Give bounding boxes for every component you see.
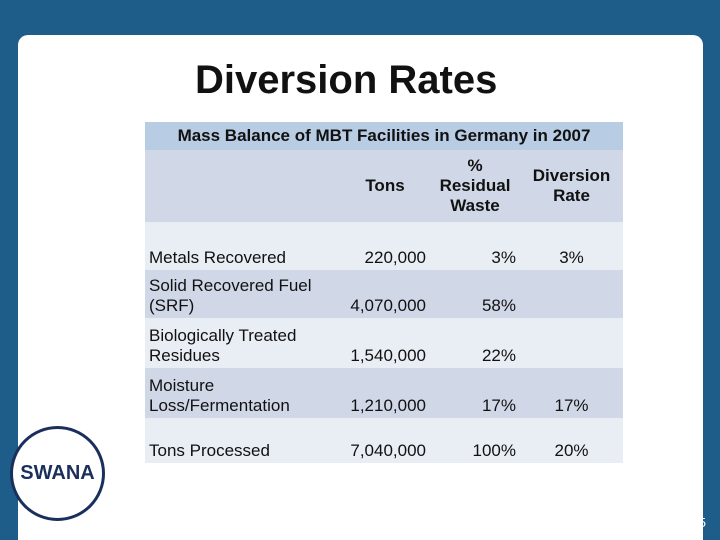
- table-cell: 7,040,000: [350, 441, 426, 460]
- table-cell: Solid Recovered Fuel (SRF): [149, 276, 312, 315]
- slide-title: Diversion Rates: [195, 58, 498, 102]
- table-row: Moisture Loss/Fermentation 1,210,000 17% 17…: [145, 368, 623, 418]
- table-cell: 220,000: [364, 248, 426, 267]
- table-cell: 3%: [559, 248, 584, 267]
- table-cell: 17%: [554, 396, 589, 415]
- table-cell: [520, 318, 623, 368]
- table-row: Solid Recovered Fuel (SRF) 4,070,000 58%: [145, 270, 623, 318]
- table-row: Biologically Treated Residues 1,540,000 22…: [145, 318, 623, 368]
- table-row: Tons % Residual Waste Diversion Rate: [145, 150, 623, 222]
- table-cell: 3%: [491, 248, 516, 267]
- table-cell: 100%: [472, 441, 516, 460]
- table-cell: 17%: [481, 396, 516, 415]
- table-cell: [145, 150, 340, 222]
- table-cell: 58%: [481, 296, 516, 315]
- table: Mass Balance of MBT Facilities in German…: [145, 122, 623, 463]
- table-row: Tons Processed 7,040,000 100% 20%: [145, 418, 623, 463]
- table-cell: Tons Processed: [149, 441, 270, 460]
- table-cell: 1,540,000: [350, 346, 426, 365]
- logo: SWANA: [10, 426, 105, 521]
- table-cell: 20%: [554, 441, 589, 460]
- table-cell: 4,070,000: [350, 296, 426, 315]
- table-cell: Metals Recovered: [149, 248, 287, 267]
- table-cell: Tons: [365, 176, 405, 195]
- table-cell: Moisture Loss/Fermentation: [149, 376, 290, 415]
- table-cell: 22%: [481, 346, 516, 365]
- table-row: Metals Recovered 220,000 3% 3%: [145, 222, 623, 270]
- table-cell: Diversion Rate: [532, 166, 611, 205]
- page-number: 15: [691, 515, 706, 530]
- table-cell: [520, 270, 623, 318]
- table-cell: Biologically Treated Residues: [149, 326, 297, 365]
- table-cell: % Residual Waste: [439, 156, 511, 215]
- table-caption: Mass Balance of MBT Facilities in German…: [145, 122, 623, 150]
- table-cell: 1,210,000: [350, 396, 426, 415]
